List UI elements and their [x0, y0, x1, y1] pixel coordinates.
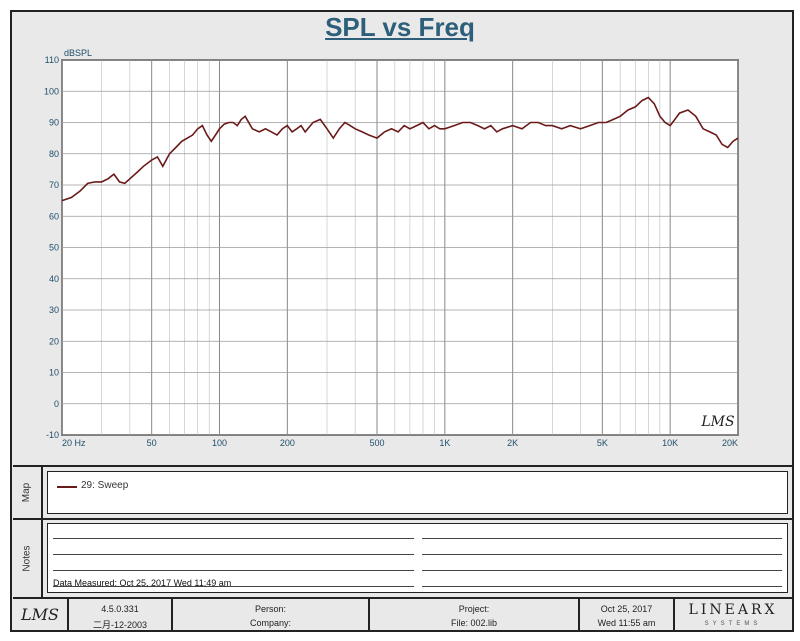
footer-version-cell: 4.5.0.331 二月-12-2003: [69, 599, 173, 632]
footer: LMS 4.5.0.331 二月-12-2003 Person: Company…: [13, 597, 793, 632]
notes-label: Notes: [21, 545, 33, 572]
file-label: File: 002.lib: [450, 618, 498, 628]
y-tick-label: 100: [44, 86, 59, 96]
note-line: [422, 554, 782, 555]
footer-project-cell: Project: File: 002.lib: [370, 599, 580, 632]
linearx-systems: SYSTEMS: [704, 621, 762, 627]
build-date: 二月-12-2003: [92, 620, 148, 630]
y-axis-label: dBSPL: [64, 48, 92, 58]
y-tick-label: 40: [49, 274, 59, 284]
map-section: [13, 465, 793, 518]
report-time: Wed 11:55 am: [597, 618, 656, 628]
y-tick-label: 10: [49, 368, 59, 378]
lms-logo: LMS: [21, 605, 59, 624]
y-tick-label: 30: [49, 305, 59, 315]
series-line-sweep: [61, 96, 739, 202]
company-label: Company:: [249, 618, 292, 628]
note-line: [53, 554, 414, 555]
linearx-logo: LINEARX: [688, 602, 778, 618]
version: 4.5.0.331: [101, 604, 139, 614]
x-tick-label: 2K: [507, 438, 518, 448]
x-tick-label: 10K: [662, 438, 678, 448]
x-tick-label: 20K: [722, 438, 738, 448]
footer-brand-cell: LINEARX SYSTEMS: [675, 599, 791, 632]
x-tick-label: 5K: [597, 438, 608, 448]
y-tick-label: 50: [49, 243, 59, 253]
note-line: [53, 538, 414, 539]
x-tick-label: 100: [212, 438, 227, 448]
notes-side-label: Notes: [13, 520, 43, 597]
note-line: [422, 570, 782, 571]
lms-watermark: LMS: [700, 414, 734, 430]
grid: [61, 59, 739, 436]
y-tick-label: 20: [49, 336, 59, 346]
notes-section: [13, 518, 793, 597]
legend-swatch: [57, 486, 77, 488]
x-tick-label: 20 Hz: [62, 438, 86, 448]
x-tick-label: 500: [369, 438, 384, 448]
note-line: [422, 586, 782, 587]
notes-box: [47, 523, 788, 593]
note-line: [53, 586, 414, 587]
report-date: Oct 25, 2017: [600, 604, 653, 614]
x-tick-label: 1K: [439, 438, 450, 448]
y-tick-label: 80: [49, 149, 59, 159]
y-tick-label: 60: [49, 211, 59, 221]
map-side-label: Map: [13, 467, 43, 518]
y-tick-label: 110: [45, 55, 59, 65]
legend-entry: 29: Sweep: [81, 480, 129, 491]
note-line: [422, 538, 782, 539]
legend-box: 29: Sweep: [47, 471, 788, 514]
y-tick-label: 90: [49, 118, 59, 128]
footer-logo-cell: LMS: [13, 599, 69, 632]
chart-title: SPL vs Freq: [325, 12, 475, 42]
project-label: Project:: [458, 604, 490, 614]
y-tick-label: 0: [54, 399, 59, 409]
y-tick-label: -10: [46, 430, 59, 440]
x-tick-label: 200: [280, 438, 295, 448]
x-tick-label: 50: [147, 438, 157, 448]
map-label: Map: [21, 482, 33, 503]
data-measured: Data Measured: Oct 25, 2017 Wed 11:49 am: [53, 578, 232, 588]
footer-date-cell: Oct 25, 2017 Wed 11:55 am: [580, 599, 675, 632]
person-label: Person:: [254, 604, 287, 614]
note-line: [53, 570, 414, 571]
y-tick-label: 70: [49, 180, 59, 190]
footer-person-cell: Person: Company:: [173, 599, 370, 632]
